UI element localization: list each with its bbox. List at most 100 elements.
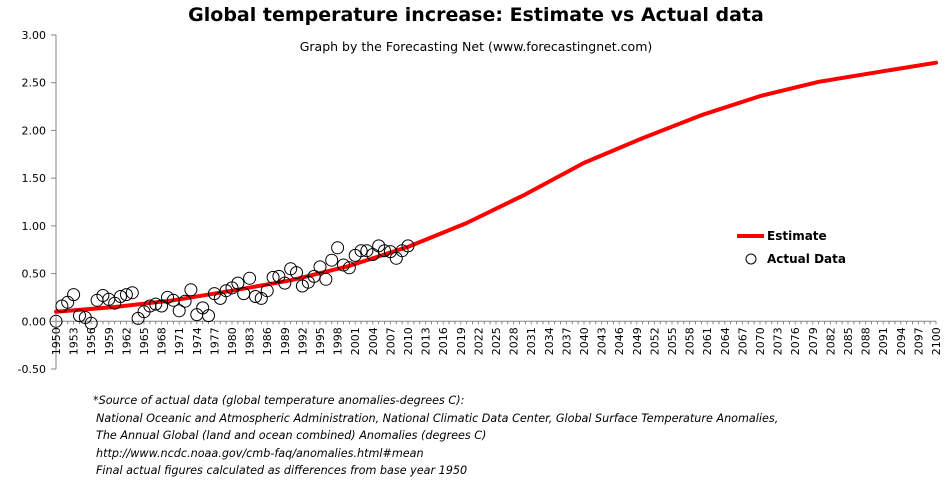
actual-data-point — [260, 284, 274, 298]
x-tick-label: 2088 — [860, 327, 873, 355]
x-tick-label: 2094 — [895, 327, 908, 355]
x-tick-label: 2040 — [578, 327, 591, 355]
x-tick-label: 1980 — [226, 327, 239, 355]
x-tick-label: 2004 — [367, 327, 380, 355]
x-tick-label: 1950 — [50, 327, 63, 355]
x-tick-label: 2076 — [789, 327, 802, 355]
x-tick-label: 2100 — [930, 327, 943, 355]
actual-data-point — [331, 241, 345, 255]
x-tick-label: 2085 — [842, 327, 855, 355]
x-tick-label: 1989 — [279, 327, 292, 355]
actual-data-point — [313, 260, 327, 274]
actual-data-point — [249, 290, 262, 303]
actual-data-point — [278, 276, 292, 290]
actual-data-point — [184, 283, 198, 297]
actual-data-point — [378, 244, 391, 258]
x-tick-label: 2022 — [472, 327, 485, 355]
actual-data-point — [67, 288, 81, 302]
x-tick-label: 2067 — [736, 327, 749, 355]
axes: -0.50 0.00 0.50 1.00 1.50 2.00 2.50 3.00 1950 195… — [18, 29, 943, 376]
x-tick-label: 2037 — [560, 327, 573, 355]
x-tick-label: 1959 — [103, 327, 116, 355]
x-tick-label: 1956 — [85, 327, 98, 355]
x-tick-label: 1995 — [314, 327, 327, 355]
actual-data-series — [49, 239, 415, 330]
x-tick-label: 2013 — [420, 327, 433, 355]
x-tick-label: 1953 — [68, 327, 81, 355]
actual-data-point — [172, 304, 186, 318]
estimate-line — [54, 60, 938, 314]
x-tick-label: 1983 — [244, 327, 257, 355]
actual-data-point — [73, 309, 86, 323]
actual-data-point — [125, 286, 139, 300]
chart-plot: -0.50 0.00 0.50 1.00 1.50 2.00 2.50 3.00 1950 195… — [18, 29, 943, 376]
actual-data-point — [319, 272, 333, 286]
x-tick-label: 2082 — [824, 327, 837, 355]
x-tick-label: 1992 — [296, 327, 309, 355]
x-tick-label: 2010 — [402, 327, 415, 355]
y-tick-label: 3.00 — [22, 29, 47, 42]
legend-estimate-label: Estimate — [767, 229, 827, 243]
x-tick-label: 1986 — [261, 327, 274, 355]
x-tick-label: 2091 — [877, 327, 890, 355]
actual-data-point — [243, 271, 257, 285]
source-note-line: Final actual figures calculated as diffe… — [96, 464, 468, 477]
actual-data-point — [49, 314, 63, 328]
actual-data-point — [161, 290, 174, 304]
x-tick-label: 2049 — [631, 327, 644, 355]
x-tick-label: 2007 — [384, 327, 397, 355]
x-tick-label: 1974 — [191, 327, 204, 355]
actual-data-point — [202, 309, 215, 323]
x-tick-label: 2043 — [596, 327, 609, 355]
x-tick-label: 2019 — [455, 327, 468, 355]
chart-subtitle: Graph by the Forecasting Net (www.foreca… — [299, 39, 653, 54]
x-tick-label: 2016 — [437, 327, 450, 355]
y-tick-label: 1.00 — [22, 220, 47, 233]
legend-actual-label: Actual Data — [767, 252, 846, 266]
x-tick-label: 2034 — [543, 327, 556, 355]
actual-data-point — [178, 294, 192, 308]
y-tick-label: 0.00 — [22, 315, 47, 328]
source-note-url: http://www.ncdc.noaa.gov/cmb-faq/anomali… — [96, 446, 424, 460]
x-tick-label: 2073 — [772, 327, 785, 355]
actual-data-point — [337, 258, 350, 272]
actual-data-point — [401, 239, 415, 253]
actual-data-point — [231, 276, 245, 290]
x-tick-label: 2097 — [912, 327, 925, 355]
actual-data-point — [325, 253, 339, 267]
actual-data-point — [290, 266, 303, 280]
actual-data-point — [84, 316, 98, 330]
x-tick-label: 2028 — [508, 327, 521, 355]
y-tick-label: -0.50 — [18, 363, 46, 376]
x-tick-label: 2031 — [525, 327, 538, 355]
chart-title: Global temperature increase: Estimate vs… — [188, 4, 764, 26]
actual-data-point — [354, 244, 368, 258]
actual-data-point — [149, 297, 163, 311]
actual-data-point — [114, 290, 127, 303]
x-tick-label: 1965 — [138, 327, 151, 355]
y-tick-label: 2.00 — [22, 124, 47, 137]
x-tick-label: 2079 — [807, 327, 820, 355]
x-tick-label: 2025 — [490, 327, 503, 355]
x-tick-label: 1977 — [208, 327, 221, 355]
y-tick-label: 1.50 — [22, 172, 47, 185]
x-tick-label: 2061 — [701, 327, 714, 355]
x-tick-label: 1962 — [120, 327, 133, 355]
actual-data-point — [219, 284, 233, 298]
actual-data-point — [266, 270, 280, 284]
x-tick-label: 2064 — [719, 327, 732, 355]
x-tick-label: 2058 — [684, 327, 697, 355]
x-tick-label: 1998 — [332, 327, 345, 355]
x-tick-label: 1971 — [173, 327, 186, 355]
estimate-series — [54, 60, 938, 314]
legend-actual-marker — [745, 253, 757, 265]
x-tick-label: 1968 — [156, 327, 169, 355]
y-tick-label: 0.50 — [22, 268, 47, 281]
x-tick-label: 2046 — [613, 327, 626, 355]
source-note-heading: *Source of actual data (global temperatu… — [93, 394, 465, 407]
legend: Estimate Actual Data — [737, 229, 846, 266]
x-tick-label: 2070 — [754, 327, 767, 355]
source-note: *Source of actual data (global temperatu… — [93, 392, 778, 480]
y-tick-label: 2.50 — [22, 77, 47, 90]
actual-data-point — [342, 261, 356, 275]
